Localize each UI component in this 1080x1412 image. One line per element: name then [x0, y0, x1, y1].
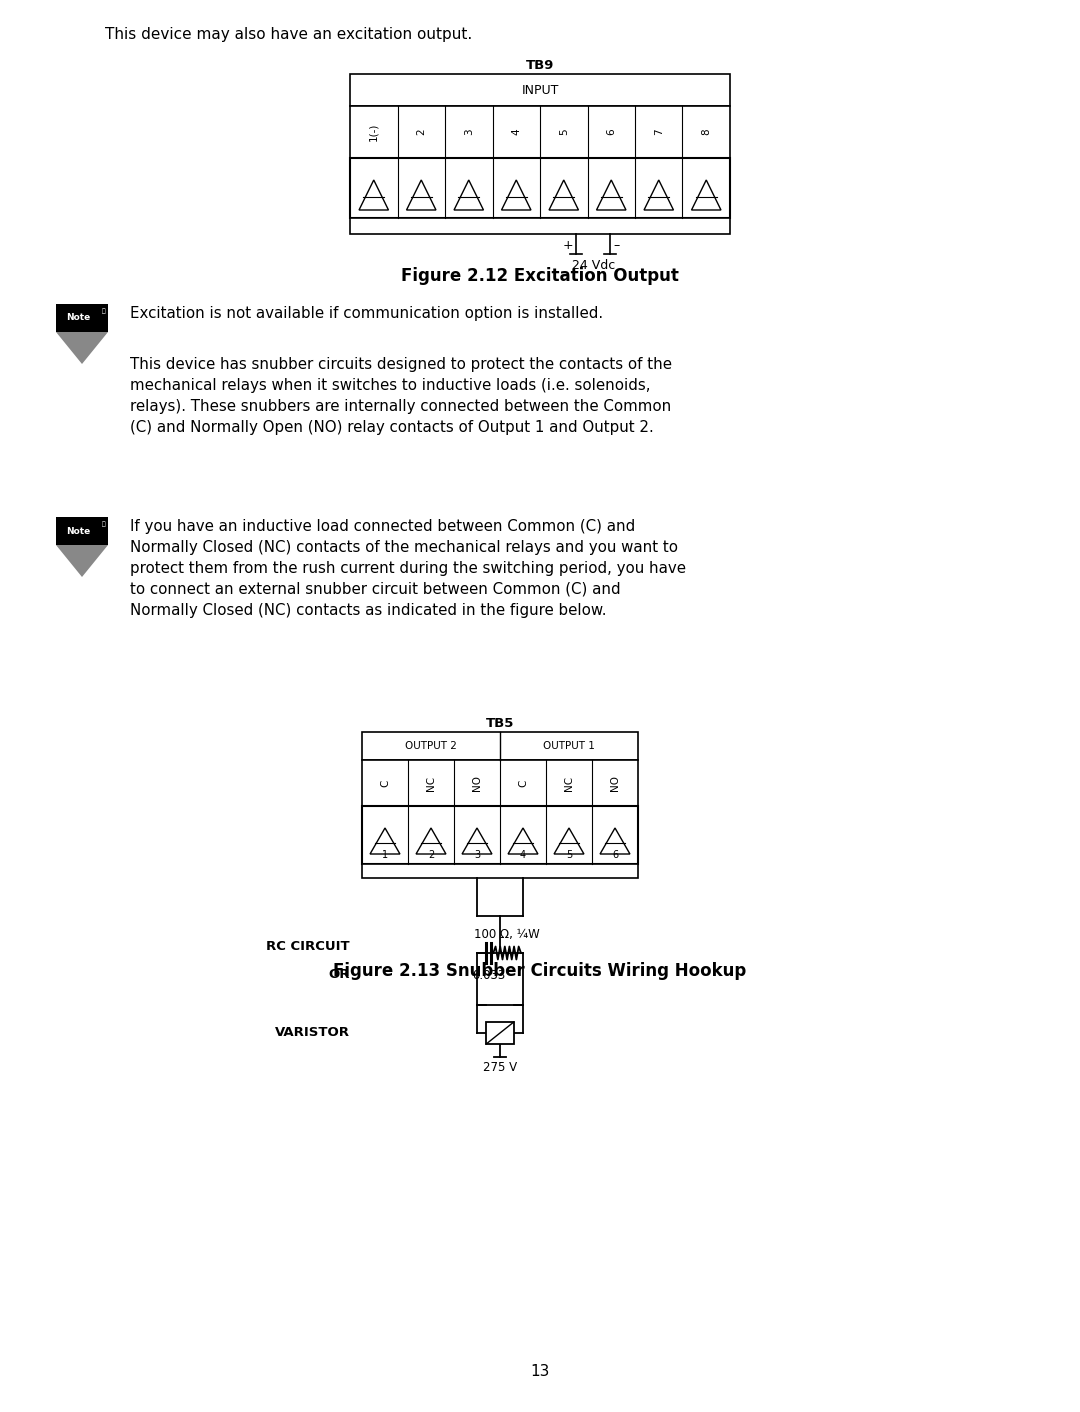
Text: 3: 3: [463, 128, 474, 136]
Text: VARISTOR: VARISTOR: [275, 1027, 350, 1039]
Bar: [56, 517, 108, 545]
Text: 2: 2: [416, 128, 427, 136]
Text: 275 V: 275 V: [483, 1060, 517, 1075]
Text: Figure 2.12 Excitation Output: Figure 2.12 Excitation Output: [401, 267, 679, 285]
Polygon shape: [549, 179, 579, 210]
Text: 8: 8: [701, 128, 712, 136]
Polygon shape: [508, 827, 538, 854]
Text: 3: 3: [474, 850, 481, 860]
Text: NC: NC: [564, 775, 573, 791]
Polygon shape: [554, 827, 584, 854]
Polygon shape: [406, 179, 436, 210]
Text: 24 Vdc: 24 Vdc: [571, 258, 615, 273]
Text: TB9: TB9: [526, 59, 554, 72]
Text: C: C: [518, 779, 528, 786]
Text: 5: 5: [558, 128, 569, 136]
Polygon shape: [416, 827, 446, 854]
Text: 6: 6: [612, 850, 618, 860]
Text: 4: 4: [519, 850, 526, 860]
Bar: [362, 806, 638, 864]
Text: Note: Note: [66, 527, 90, 535]
Text: Ⓝ: Ⓝ: [103, 521, 106, 527]
Text: 5: 5: [566, 850, 572, 860]
Text: INPUT: INPUT: [522, 83, 558, 96]
Text: TB5: TB5: [486, 717, 514, 730]
Text: This device may also have an excitation output.: This device may also have an excitation …: [105, 27, 472, 42]
Text: 4: 4: [511, 128, 522, 136]
Text: NO: NO: [472, 775, 482, 791]
Polygon shape: [501, 179, 531, 210]
Polygon shape: [56, 332, 108, 364]
Polygon shape: [596, 179, 626, 210]
Text: Ⓝ: Ⓝ: [103, 308, 106, 313]
Bar: [362, 731, 638, 760]
Bar: [486, 1022, 514, 1043]
Text: +: +: [563, 239, 573, 251]
Text: –: –: [613, 239, 620, 251]
Text: NO: NO: [610, 775, 620, 791]
Text: 1(-): 1(-): [368, 123, 379, 141]
Polygon shape: [454, 179, 484, 210]
Text: C: C: [380, 779, 390, 786]
Text: Figure 2.13 Snubber Circuits Wiring Hookup: Figure 2.13 Snubber Circuits Wiring Hook…: [334, 962, 746, 980]
Bar: [350, 73, 730, 106]
Text: 2: 2: [428, 850, 434, 860]
Text: This device has snubber circuits designed to protect the contacts of the
mechani: This device has snubber circuits designe…: [130, 357, 672, 435]
Text: Excitation is not available if communication option is installed.: Excitation is not available if communica…: [130, 306, 603, 321]
Bar: [362, 864, 638, 878]
Bar: [350, 158, 730, 217]
Polygon shape: [644, 179, 674, 210]
Text: 6: 6: [606, 128, 617, 136]
Polygon shape: [462, 827, 492, 854]
Bar: [350, 217, 730, 234]
Bar: [56, 304, 108, 332]
Text: 13: 13: [530, 1364, 550, 1380]
Text: 0.033: 0.033: [472, 969, 505, 981]
Text: OUTPUT 2: OUTPUT 2: [405, 741, 457, 751]
Bar: [350, 106, 730, 158]
Text: NC: NC: [426, 775, 436, 791]
Polygon shape: [359, 179, 389, 210]
Text: 100 Ω, ¼W: 100 Ω, ¼W: [474, 928, 540, 940]
Text: 7: 7: [653, 128, 664, 136]
Text: 1: 1: [382, 850, 388, 860]
Polygon shape: [56, 545, 108, 578]
Text: If you have an inductive load connected between Common (C) and
Normally Closed (: If you have an inductive load connected …: [130, 520, 686, 618]
Text: OR: OR: [328, 969, 350, 981]
Polygon shape: [370, 827, 400, 854]
Polygon shape: [600, 827, 630, 854]
Bar: [362, 760, 638, 806]
Text: Note: Note: [66, 313, 90, 322]
Text: OUTPUT 1: OUTPUT 1: [543, 741, 595, 751]
Text: RC CIRCUIT: RC CIRCUIT: [267, 940, 350, 953]
Polygon shape: [691, 179, 721, 210]
